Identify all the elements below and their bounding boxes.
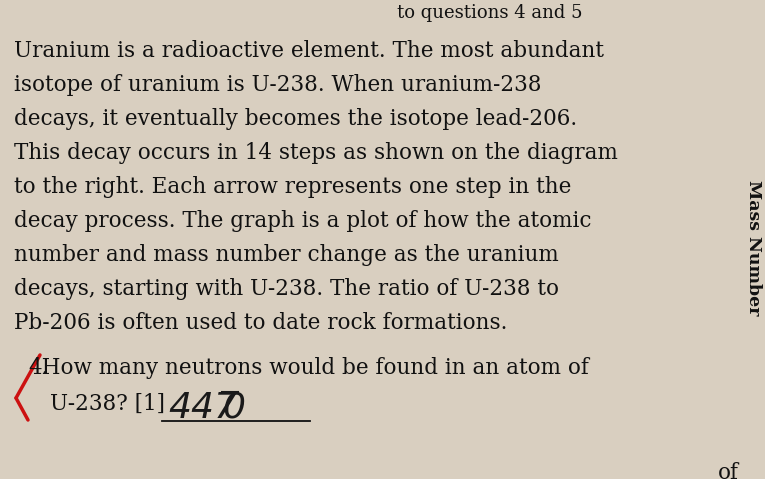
Text: How many neutrons would be found in an atom of: How many neutrons would be found in an a… (28, 357, 589, 379)
Text: number and mass number change as the uranium: number and mass number change as the ura… (14, 244, 558, 266)
Text: Uranium is a radioactive element. The most abundant: Uranium is a radioactive element. The mo… (14, 40, 604, 62)
Text: isotope of uranium is U-238. When uranium-238: isotope of uranium is U-238. When uraniu… (14, 74, 542, 96)
Text: 0: 0 (222, 391, 245, 425)
Text: to questions 4 and 5: to questions 4 and 5 (397, 4, 583, 22)
Text: Mass Number: Mass Number (746, 180, 763, 316)
Text: This decay occurs in 14 steps as shown on the diagram: This decay occurs in 14 steps as shown o… (14, 142, 618, 164)
Text: U-238? [1]: U-238? [1] (50, 393, 165, 415)
Text: decays, starting with U-238. The ratio of U-238 to: decays, starting with U-238. The ratio o… (14, 278, 559, 300)
Text: 447: 447 (168, 391, 237, 425)
Text: 4.: 4. (28, 357, 48, 379)
Text: decay process. The graph is a plot of how the atomic: decay process. The graph is a plot of ho… (14, 210, 591, 232)
Text: of: of (718, 462, 739, 479)
Text: decays, it eventually becomes the isotope lead-206.: decays, it eventually becomes the isotop… (14, 108, 577, 130)
Text: to the right. Each arrow represents one step in the: to the right. Each arrow represents one … (14, 176, 571, 198)
Text: Pb-206 is often used to date rock formations.: Pb-206 is often used to date rock format… (14, 312, 507, 334)
